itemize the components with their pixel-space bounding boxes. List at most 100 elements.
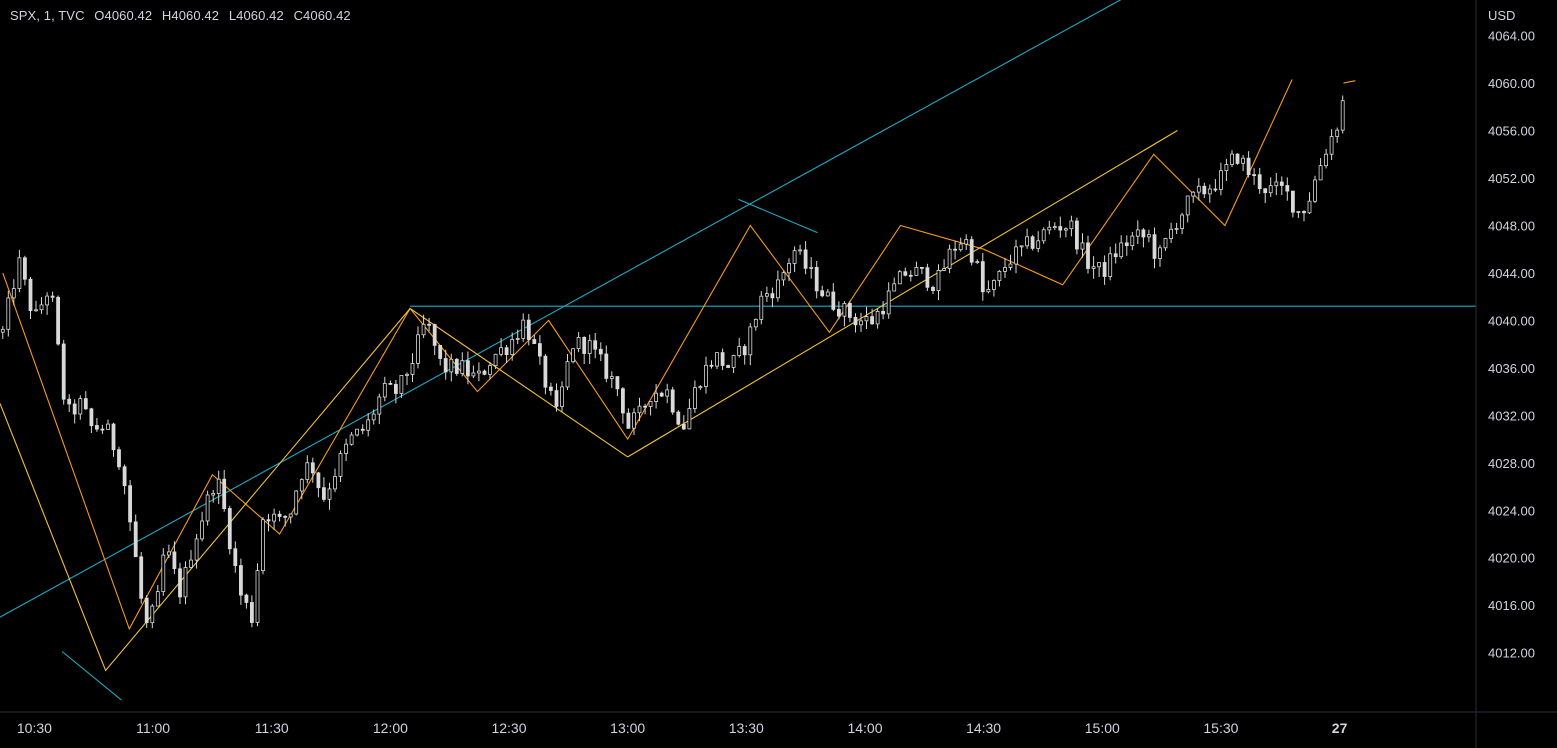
candle-111: [615, 376, 620, 396]
time-axis[interactable]: 10:30 11:00 11:30 12:00 12:30 13:00 13:30 14:00…: [17, 720, 1348, 736]
time-tick-4: 12:30: [491, 720, 526, 736]
candle-body: [936, 269, 941, 291]
legend-symbol[interactable]: SPX, 1, TVC: [10, 8, 85, 23]
candle-19: [106, 419, 110, 430]
candle-body: [1025, 236, 1029, 247]
candle-body: [820, 290, 825, 297]
candle-191: [1058, 216, 1063, 238]
candle-body: [6, 297, 11, 330]
candle-body: [360, 428, 365, 431]
candle-139: [770, 287, 775, 308]
candle-235: [1302, 210, 1306, 222]
candle-body: [183, 567, 188, 598]
candle-125: [693, 380, 697, 413]
candle-2: [11, 279, 16, 306]
candle-body: [643, 405, 647, 408]
candle-body: [676, 411, 681, 425]
candle-220: [1219, 162, 1223, 196]
drawing-cyan-3[interactable]: [61, 651, 122, 701]
candle-body: [637, 405, 642, 414]
candle-237: [1313, 175, 1317, 203]
candle-86: [476, 362, 481, 382]
candle-body: [316, 472, 321, 489]
candle-body: [382, 382, 387, 398]
candle-body: [853, 316, 858, 326]
candle-body: [22, 257, 27, 280]
candle-82: [454, 358, 459, 376]
candle-43: [238, 558, 243, 605]
candle-221: [1224, 158, 1229, 181]
candle-body: [499, 347, 504, 355]
time-tick-2: 11:30: [255, 720, 289, 736]
candle-112: [621, 387, 625, 424]
candle-body: [1113, 253, 1118, 258]
drawing-cyan-2[interactable]: [738, 198, 818, 234]
candle-body: [438, 344, 443, 359]
candle-body: [0, 328, 5, 333]
candle-90: [499, 338, 504, 357]
candle-186: [1030, 235, 1035, 251]
candle-165: [914, 261, 919, 276]
price-tick-11: 4020.00: [1488, 551, 1535, 566]
candle-body: [89, 408, 94, 426]
candle-202: [1119, 235, 1124, 259]
candle-body: [1141, 229, 1146, 238]
candle-97: [538, 335, 542, 365]
candle-body: [1097, 262, 1101, 268]
candle-body: [211, 493, 216, 496]
candle-body: [870, 316, 874, 325]
candle-body: [106, 423, 110, 430]
drawing-yellow-6[interactable]: [0, 307, 629, 672]
candle-body: [266, 519, 271, 522]
candle-146: [809, 257, 814, 279]
candle-223: [1235, 153, 1240, 165]
candle-body: [549, 386, 553, 391]
candle-114: [632, 408, 636, 435]
candle-36: [200, 511, 205, 542]
candle-body: [837, 308, 841, 317]
price-tick-2: 4056.00: [1488, 124, 1535, 139]
candle-179: [992, 279, 996, 297]
candle-body: [632, 412, 636, 429]
candle-body: [388, 382, 393, 385]
candle-body: [277, 513, 282, 517]
price-axis[interactable]: 4064.00 4060.00 4056.00 4052.00 4048.00 4044.…: [1488, 29, 1535, 661]
candle-57: [316, 471, 321, 498]
candle-105: [582, 336, 587, 364]
candle-body: [615, 376, 620, 390]
currency-label: USD: [1488, 8, 1515, 23]
candle-body: [504, 347, 509, 356]
drawing-yellow-7[interactable]: [627, 130, 1178, 458]
candle-6: [34, 300, 38, 312]
candle-25: [139, 552, 144, 604]
candle-body: [593, 340, 598, 350]
candle-body: [997, 270, 1002, 281]
candle-232: [1285, 177, 1290, 201]
candle-body: [687, 408, 692, 430]
candle-body: [299, 479, 304, 492]
candle-89: [493, 353, 498, 370]
candle-body: [715, 352, 719, 367]
candle-body: [1185, 195, 1190, 216]
candle-171: [947, 244, 952, 274]
time-tick-8: 14:30: [966, 720, 1001, 736]
candle-167: [925, 263, 930, 291]
candle-121: [670, 386, 675, 415]
drawing-cyan-0[interactable]: [0, 0, 1142, 618]
candle-body: [1030, 236, 1035, 249]
drawing-orange-5[interactable]: [1343, 80, 1356, 84]
candle-127: [704, 356, 708, 394]
candle-body: [272, 513, 277, 522]
candle-7: [39, 297, 44, 314]
candle-body: [122, 466, 127, 487]
candle-83: [460, 352, 465, 377]
candle-body: [443, 358, 448, 373]
candle-46: [255, 563, 260, 627]
candle-100: [554, 383, 559, 412]
candle-103: [571, 348, 575, 364]
candle-body: [881, 310, 885, 315]
candle-body: [493, 353, 498, 366]
candle-body: [465, 360, 470, 377]
candle-body: [34, 309, 38, 312]
